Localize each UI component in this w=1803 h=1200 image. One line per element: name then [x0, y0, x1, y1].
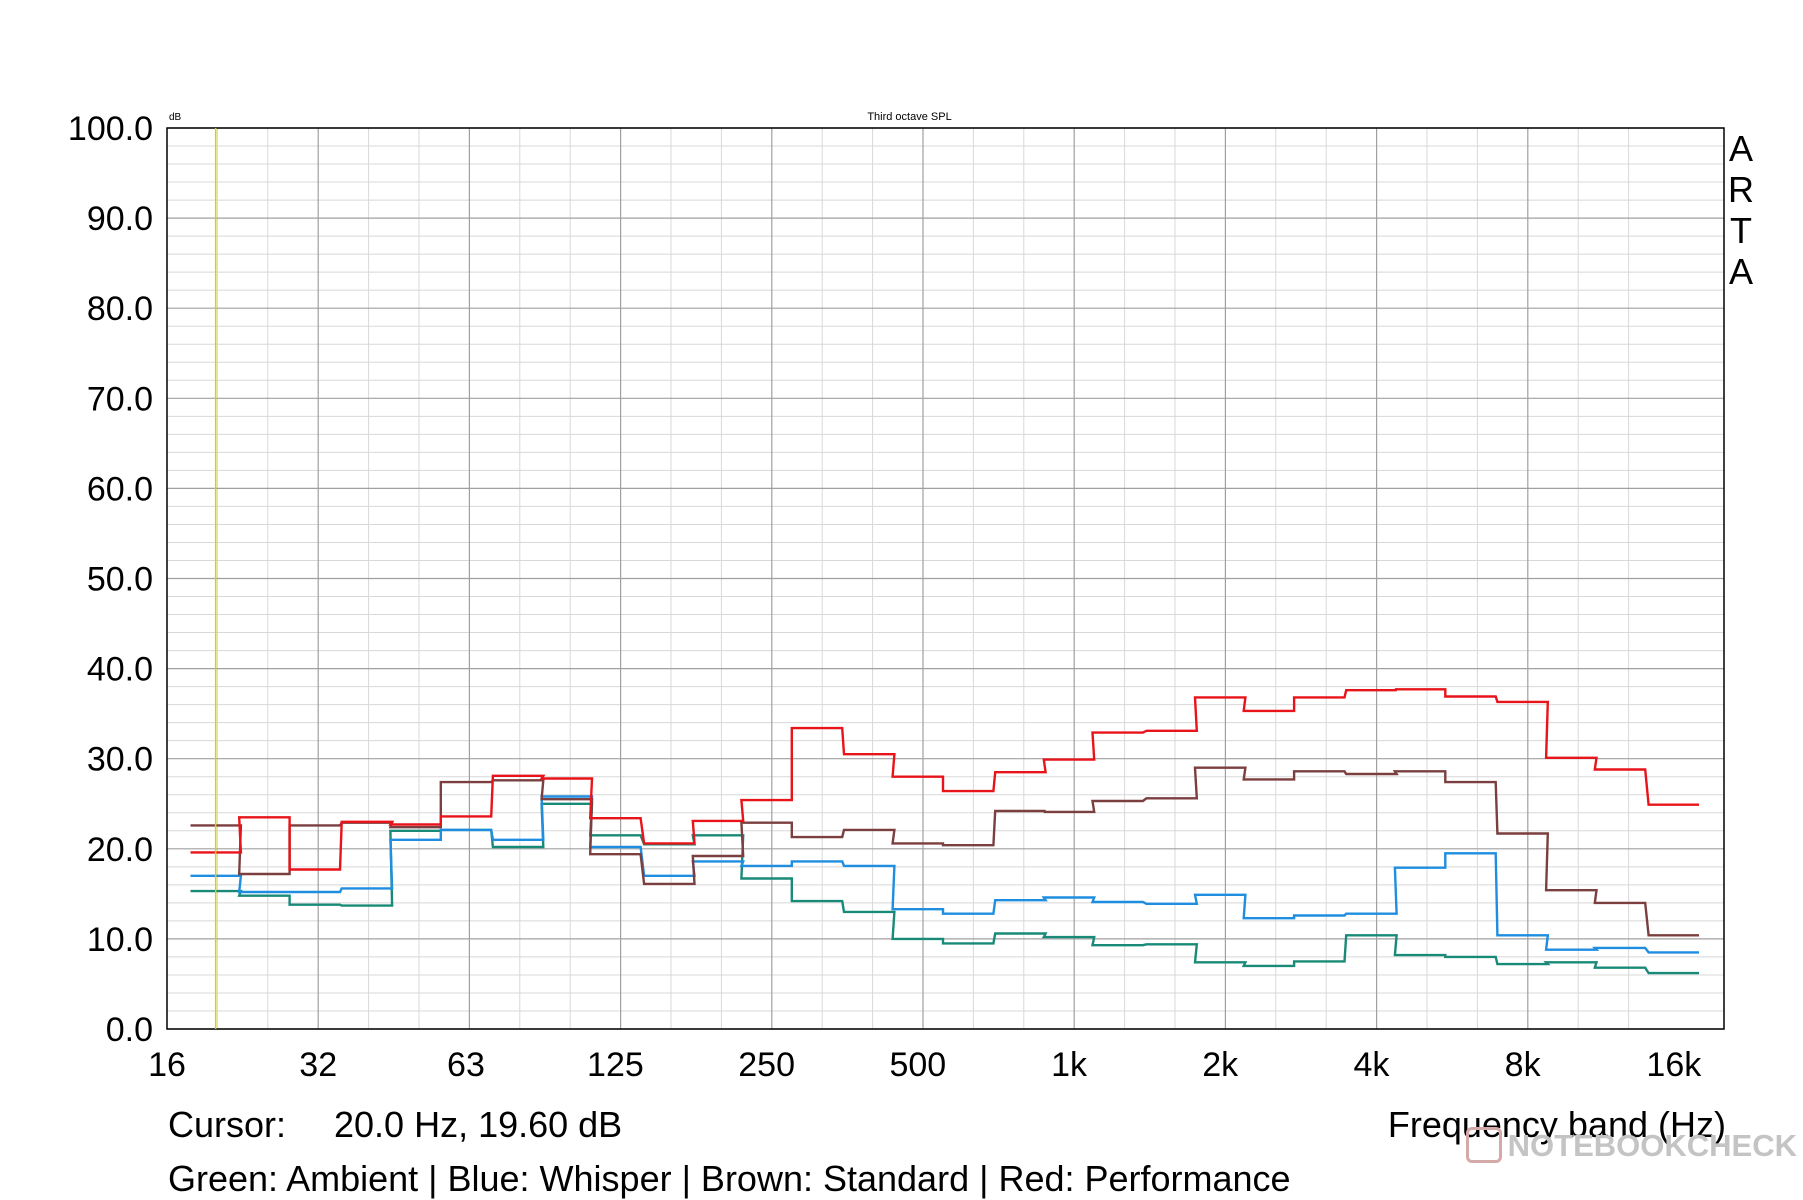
x-tick-label: 16 [148, 1046, 186, 1084]
y-tick-label: 50.0 [87, 561, 153, 599]
y-tick-label: 0.0 [106, 1011, 153, 1049]
arta-letter: T [1730, 210, 1752, 251]
cursor-label: Cursor: [168, 1104, 287, 1145]
arta-letter: R [1728, 169, 1754, 210]
cursor-readout: Cursor: 20.0 Hz, 19.60 dB [168, 1104, 622, 1146]
major-gridlines [167, 127, 1724, 1030]
y-tick-label: 40.0 [87, 651, 153, 689]
x-tick-label: 16k [1646, 1046, 1702, 1084]
y-axis-ticks: 0.0 10.0 20.0 30.0 40.0 50.0 60.0 70.0 80.0 90.0 1… [68, 110, 153, 1049]
x-tick-label: 63 [447, 1046, 485, 1084]
y-unit-label: dB [169, 112, 182, 123]
y-tick-label: 80.0 [87, 290, 153, 328]
x-tick-label: 8k [1505, 1046, 1542, 1084]
y-tick-label: 70.0 [87, 380, 153, 418]
series-line-ambient [190, 802, 1699, 975]
chart-title: Third octave SPL [867, 111, 951, 123]
x-tick-label: 1k [1051, 1046, 1088, 1084]
notebookcheck-watermark: NOTEBOOKCHECK [1465, 1126, 1797, 1166]
legend-text: Green: Ambient | Blue: Whisper | Brown: … [168, 1158, 1291, 1199]
y-tick-label: 10.0 [87, 921, 153, 959]
x-tick-label: 2k [1202, 1046, 1239, 1084]
arta-letter: A [1728, 128, 1753, 169]
y-tick-label: 60.0 [87, 470, 153, 508]
series-line-whisper [190, 795, 1699, 954]
cursor-value: 20.0 Hz, 19.60 dB [334, 1104, 623, 1145]
y-tick-label: 30.0 [87, 741, 153, 779]
x-axis-ticks: 16 32 63 125 250 500 1k 2k 4k 8k 16k [148, 1046, 1702, 1084]
x-tick-label: 32 [299, 1046, 337, 1084]
x-tick-label: 125 [587, 1046, 644, 1084]
arta-letter: A [1728, 251, 1753, 292]
x-tick-label: 4k [1353, 1046, 1390, 1084]
plot-frame [166, 127, 1725, 1030]
x-tick-label: 500 [889, 1046, 946, 1084]
y-tick-label: 100.0 [68, 110, 153, 148]
y-tick-label: 90.0 [87, 200, 153, 238]
minor-gridlines [167, 128, 1724, 1029]
series-line-standard [190, 766, 1699, 937]
series-line-performance [190, 688, 1699, 871]
x-tick-label: 250 [738, 1046, 795, 1084]
y-tick-label: 20.0 [87, 831, 153, 869]
arta-brand-label: A R T A [1726, 128, 1756, 292]
check-logo-icon [1465, 1126, 1502, 1163]
series-layer [190, 688, 1699, 975]
watermark-text: NOTEBOOKCHECK [1507, 1128, 1797, 1163]
x-axis-label: Frequency band (Hz) [1387, 1104, 1726, 1145]
